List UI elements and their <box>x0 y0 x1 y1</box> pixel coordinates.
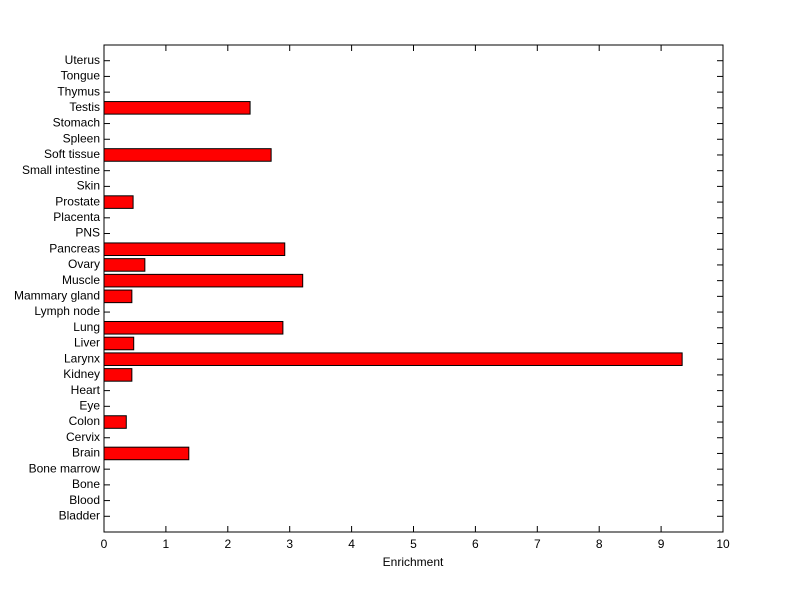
y-tick-label: Spleen <box>63 131 100 145</box>
x-axis-label: Enrichment <box>383 555 444 569</box>
y-tick-label: Bladder <box>59 508 100 522</box>
y-tick-label: Uterus <box>65 53 100 67</box>
y-tick-label: Bone <box>72 477 100 491</box>
y-tick-label: Lymph node <box>34 304 100 318</box>
x-tick-label: 9 <box>658 537 665 551</box>
bar <box>103 289 133 304</box>
y-tick-label: Mammary gland <box>14 289 100 303</box>
x-tick-label: 7 <box>534 537 541 551</box>
y-tick-label: Muscle <box>62 273 100 287</box>
y-tick-label: Placenta <box>53 210 100 224</box>
bar <box>103 101 251 115</box>
y-tick-label: Eye <box>79 398 100 412</box>
bar <box>103 148 272 162</box>
y-tick-label: Colon <box>69 414 100 428</box>
y-tick-label: PNS <box>75 226 100 240</box>
y-tick-label: Tongue <box>61 69 101 83</box>
bar <box>103 446 190 461</box>
y-tick-label: Skin <box>77 179 100 193</box>
y-tick-label: Heart <box>71 383 101 397</box>
y-tick-label: Stomach <box>53 116 100 130</box>
y-tick-label: Bone marrow <box>29 461 101 475</box>
plot-area <box>103 44 724 533</box>
y-tick-label: Small intestine <box>22 163 100 177</box>
y-tick-label: Brain <box>72 446 100 460</box>
bar <box>103 368 133 382</box>
x-tick-label: 6 <box>472 537 479 551</box>
x-tick-label: 3 <box>286 537 293 551</box>
y-tick-label: Thymus <box>57 84 100 98</box>
bar <box>103 415 127 429</box>
bar <box>103 258 146 272</box>
y-tick-label: Testis <box>69 100 100 114</box>
y-tick-label: Kidney <box>63 367 100 381</box>
y-tick-label: Lung <box>73 320 100 334</box>
bar <box>103 242 286 257</box>
y-tick-label: Soft tissue <box>44 147 100 161</box>
y-tick-label: Larynx <box>64 351 100 365</box>
y-tick-label: Ovary <box>68 257 100 271</box>
bar <box>103 320 284 335</box>
x-tick-label: 10 <box>716 537 730 551</box>
bar <box>103 336 135 351</box>
x-tick-label: 0 <box>101 537 108 551</box>
x-tick-label: 8 <box>596 537 603 551</box>
y-tick-label: Pancreas <box>49 241 100 255</box>
x-tick-label: 4 <box>348 537 355 551</box>
y-tick-label: Blood <box>69 493 100 507</box>
x-tick-label: 2 <box>224 537 231 551</box>
x-tick-label: 5 <box>410 537 417 551</box>
x-tick-label: 1 <box>163 537 170 551</box>
bar <box>103 273 304 288</box>
y-tick-label: Prostate <box>55 194 100 208</box>
bar <box>103 195 134 209</box>
y-tick-label: Cervix <box>66 430 100 444</box>
bar <box>103 352 683 366</box>
y-tick-label: Liver <box>74 336 100 350</box>
